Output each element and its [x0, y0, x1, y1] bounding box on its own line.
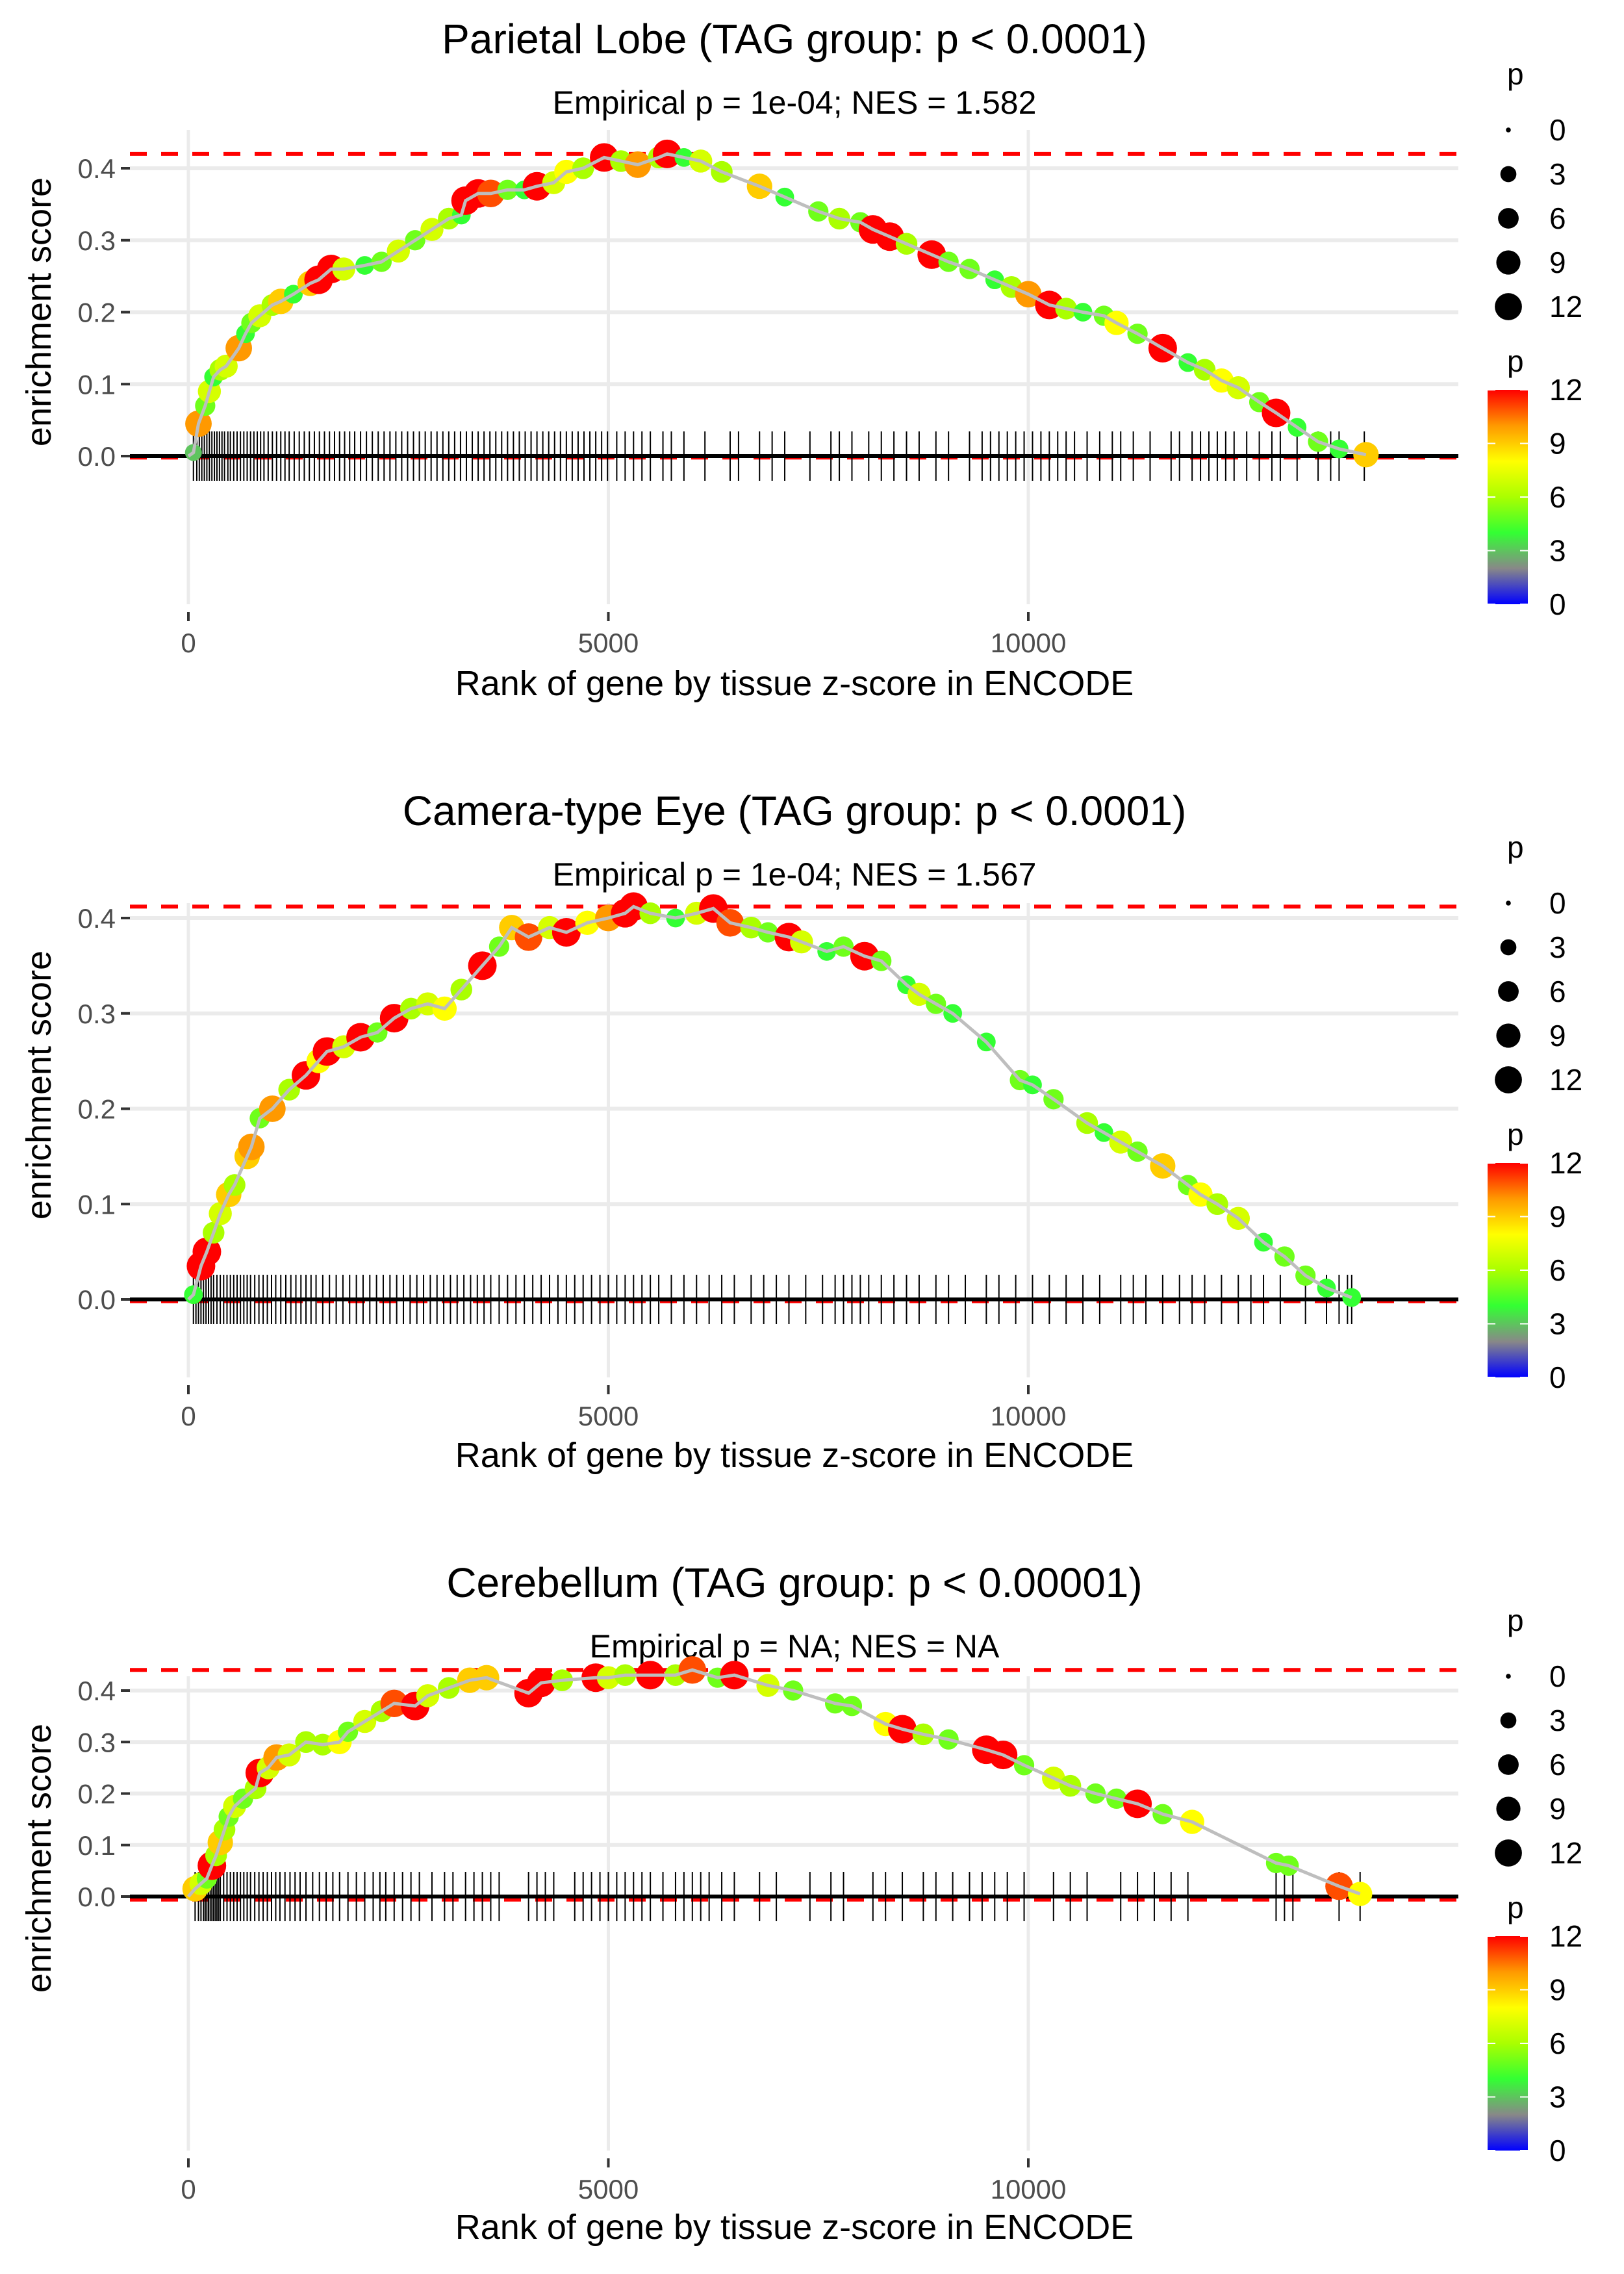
size-legend-label: 0 — [1549, 113, 1566, 147]
size-legend-label: 6 — [1549, 1748, 1566, 1782]
x-tick-label: 0 — [181, 628, 196, 658]
size-legend-label: 12 — [1549, 1836, 1582, 1870]
panel-subtitle: Empirical p = NA; NES = NA — [590, 1628, 1000, 1665]
running-es-line — [187, 904, 1352, 1301]
y-tick-label: 0.4 — [78, 1676, 116, 1706]
size-legend-key — [1500, 1712, 1517, 1729]
color-legend-label: 6 — [1549, 2026, 1566, 2060]
color-legend-label: 9 — [1549, 1200, 1566, 1234]
panel-parietal-lobe: Parietal Lobe (TAG group: p < 0.0001) Em… — [19, 16, 1582, 703]
y-tick-label: 0.0 — [78, 1882, 116, 1912]
y-tick-label: 0.3 — [78, 999, 116, 1029]
size-legend-key — [1506, 1674, 1511, 1679]
size-legend-key — [1498, 208, 1519, 229]
color-legend-label: 0 — [1549, 587, 1566, 621]
panel-cerebellum: Cerebellum (TAG group: p < 0.00001) Empi… — [19, 1559, 1582, 2247]
y-tick-label: 0.2 — [78, 1094, 116, 1125]
y-tick-label: 0.0 — [78, 441, 116, 472]
size-legend-key — [1495, 1066, 1522, 1093]
size-legend-label: 3 — [1549, 1704, 1566, 1737]
y-tick-label: 0.0 — [78, 1284, 116, 1315]
size-legend-label: 6 — [1549, 201, 1566, 235]
color-legend-label: 6 — [1549, 480, 1566, 514]
y-tick-label: 0.4 — [78, 903, 116, 934]
color-legend-label: 12 — [1549, 373, 1582, 407]
size-legend-key — [1496, 250, 1521, 275]
panel-camera-type-eye: Camera-type Eye (TAG group: p < 0.0001) … — [19, 787, 1582, 1475]
color-legend-label: 3 — [1549, 534, 1566, 568]
size-legend-key — [1506, 127, 1511, 133]
size-legend-label: 0 — [1549, 886, 1566, 920]
color-legend-label: 3 — [1549, 2080, 1566, 2114]
y-tick-label: 0.1 — [78, 1830, 116, 1861]
color-legend-label: 0 — [1549, 1361, 1566, 1394]
x-tick-label: 5000 — [578, 628, 639, 658]
color-legend-label: 3 — [1549, 1307, 1566, 1341]
panel-subtitle: Empirical p = 1e-04; NES = 1.582 — [553, 84, 1037, 121]
panel-title: Parietal Lobe (TAG group: p < 0.0001) — [442, 16, 1147, 62]
size-legend-label: 9 — [1549, 246, 1566, 279]
size-legend-label: 12 — [1549, 1063, 1582, 1097]
running-es-line — [187, 152, 1367, 458]
size-legend-key — [1495, 293, 1522, 320]
size-legend-key — [1506, 901, 1511, 906]
x-axis-label: Rank of gene by tissue z-score in ENCODE — [455, 1436, 1134, 1475]
y-tick-label: 0.4 — [78, 153, 116, 184]
y-axis-label: enrichment score — [19, 951, 58, 1220]
size-legend-key — [1496, 1796, 1521, 1821]
x-tick-label: 0 — [181, 1401, 196, 1431]
data-point — [1348, 1882, 1373, 1906]
color-legend-label: 12 — [1549, 1919, 1582, 1953]
x-tick-label: 5000 — [578, 2174, 639, 2204]
y-axis-label: enrichment score — [19, 177, 58, 446]
size-legend-label: 9 — [1549, 1792, 1566, 1826]
panel-title: Cerebellum (TAG group: p < 0.00001) — [446, 1559, 1142, 1606]
color-legend-label: 6 — [1549, 1253, 1566, 1287]
x-tick-label: 5000 — [578, 1401, 639, 1431]
x-tick-label: 0 — [181, 2174, 196, 2204]
size-legend-title: p — [1507, 830, 1524, 864]
color-legend-label: 9 — [1549, 1973, 1566, 2007]
color-legend-title: p — [1507, 1118, 1524, 1151]
size-legend-key — [1500, 166, 1517, 183]
y-axis-label: enrichment score — [19, 1724, 58, 1993]
size-legend-title: p — [1507, 1603, 1524, 1637]
color-legend-label: 9 — [1549, 427, 1566, 461]
x-axis-label: Rank of gene by tissue z-score in ENCODE — [455, 2208, 1134, 2247]
size-legend-label: 3 — [1549, 930, 1566, 964]
color-legend-title: p — [1507, 344, 1524, 378]
y-tick-label: 0.2 — [78, 298, 116, 328]
size-legend-label: 9 — [1549, 1019, 1566, 1053]
x-tick-label: 10000 — [991, 1401, 1067, 1431]
running-es-line — [187, 1668, 1361, 1898]
y-tick-label: 0.2 — [78, 1779, 116, 1809]
y-tick-label: 0.1 — [78, 1189, 116, 1220]
y-tick-label: 0.1 — [78, 369, 116, 400]
size-legend-key — [1500, 939, 1517, 956]
x-tick-label: 10000 — [991, 628, 1067, 658]
x-axis-label: Rank of gene by tissue z-score in ENCODE — [455, 664, 1134, 703]
size-legend-label: 12 — [1549, 290, 1582, 324]
y-tick-label: 0.3 — [78, 1727, 116, 1757]
size-legend-key — [1498, 1754, 1519, 1775]
size-legend-label: 3 — [1549, 157, 1566, 191]
size-legend-key — [1498, 981, 1519, 1002]
color-legend-label: 0 — [1549, 2134, 1566, 2167]
size-legend-title: p — [1507, 57, 1524, 91]
size-legend-label: 0 — [1549, 1659, 1566, 1693]
panel-subtitle: Empirical p = 1e-04; NES = 1.567 — [553, 856, 1037, 893]
y-tick-label: 0.3 — [78, 225, 116, 256]
panel-title: Camera-type Eye (TAG group: p < 0.0001) — [403, 787, 1187, 834]
size-legend-key — [1496, 1023, 1521, 1048]
size-legend-label: 6 — [1549, 975, 1566, 1008]
x-tick-label: 10000 — [991, 2174, 1067, 2204]
color-legend-label: 12 — [1549, 1146, 1582, 1180]
color-legend-title: p — [1507, 1891, 1524, 1924]
size-legend-key — [1495, 1839, 1522, 1867]
